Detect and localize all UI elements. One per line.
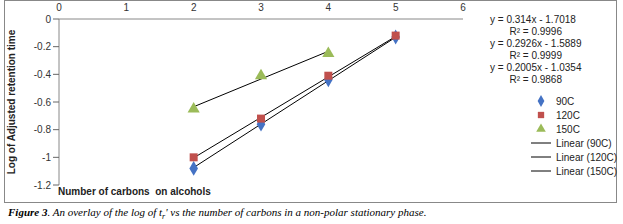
- html-text:y = 0.2005x - 1.0354: y = 0.2005x - 1.0354: [490, 62, 582, 73]
- svg-text:4: 4: [326, 2, 332, 13]
- html-text:R² = 0.9868: R² = 0.9868: [509, 74, 562, 85]
- svg-text:1: 1: [124, 2, 130, 13]
- svg-text:2: 2: [191, 2, 197, 13]
- html-text:y = 0.2926x - 1.5889: y = 0.2926x - 1.5889: [490, 38, 582, 49]
- html-text:Linear (120C): Linear (120C): [556, 151, 618, 163]
- html-text:150C: 150C: [556, 123, 580, 135]
- svg-text:0: 0: [45, 14, 51, 25]
- html-text:R² = 0.9999: R² = 0.9999: [509, 50, 562, 61]
- svg-text:-0.2: -0.2: [34, 41, 52, 52]
- svg-text:6: 6: [460, 2, 466, 13]
- html-text:Linear (150C): Linear (150C): [556, 165, 618, 177]
- html-text:y = 0.314x - 1.7018: y = 0.314x - 1.7018: [490, 14, 576, 25]
- html-text:90C: 90C: [556, 95, 575, 107]
- html-text:Number of carbons on alcohols: Number of carbons on alcohols: [58, 186, 211, 197]
- svg-text:Log of Adjusted retention time: Log of Adjusted retention time: [8, 29, 17, 174]
- svg-text:0: 0: [56, 2, 62, 13]
- svg-text:5: 5: [393, 2, 399, 13]
- svg-text:-1: -1: [42, 152, 51, 163]
- html-text:Linear (90C): Linear (90C): [556, 137, 612, 149]
- html-text:120C: 120C: [556, 109, 580, 121]
- svg-text:-0.4: -0.4: [34, 69, 52, 80]
- svg-text:-0.8: -0.8: [34, 124, 52, 135]
- html-text:R² = 0.9996: R² = 0.9996: [509, 26, 562, 37]
- html-text:Figure 3. An overlay of the lo: Figure 3. An overlay of the log of tr' v…: [8, 206, 427, 222]
- svg-text:3: 3: [258, 2, 264, 13]
- svg-text:-1.2: -1.2: [34, 180, 52, 191]
- svg-text:-0.6: -0.6: [34, 97, 52, 108]
